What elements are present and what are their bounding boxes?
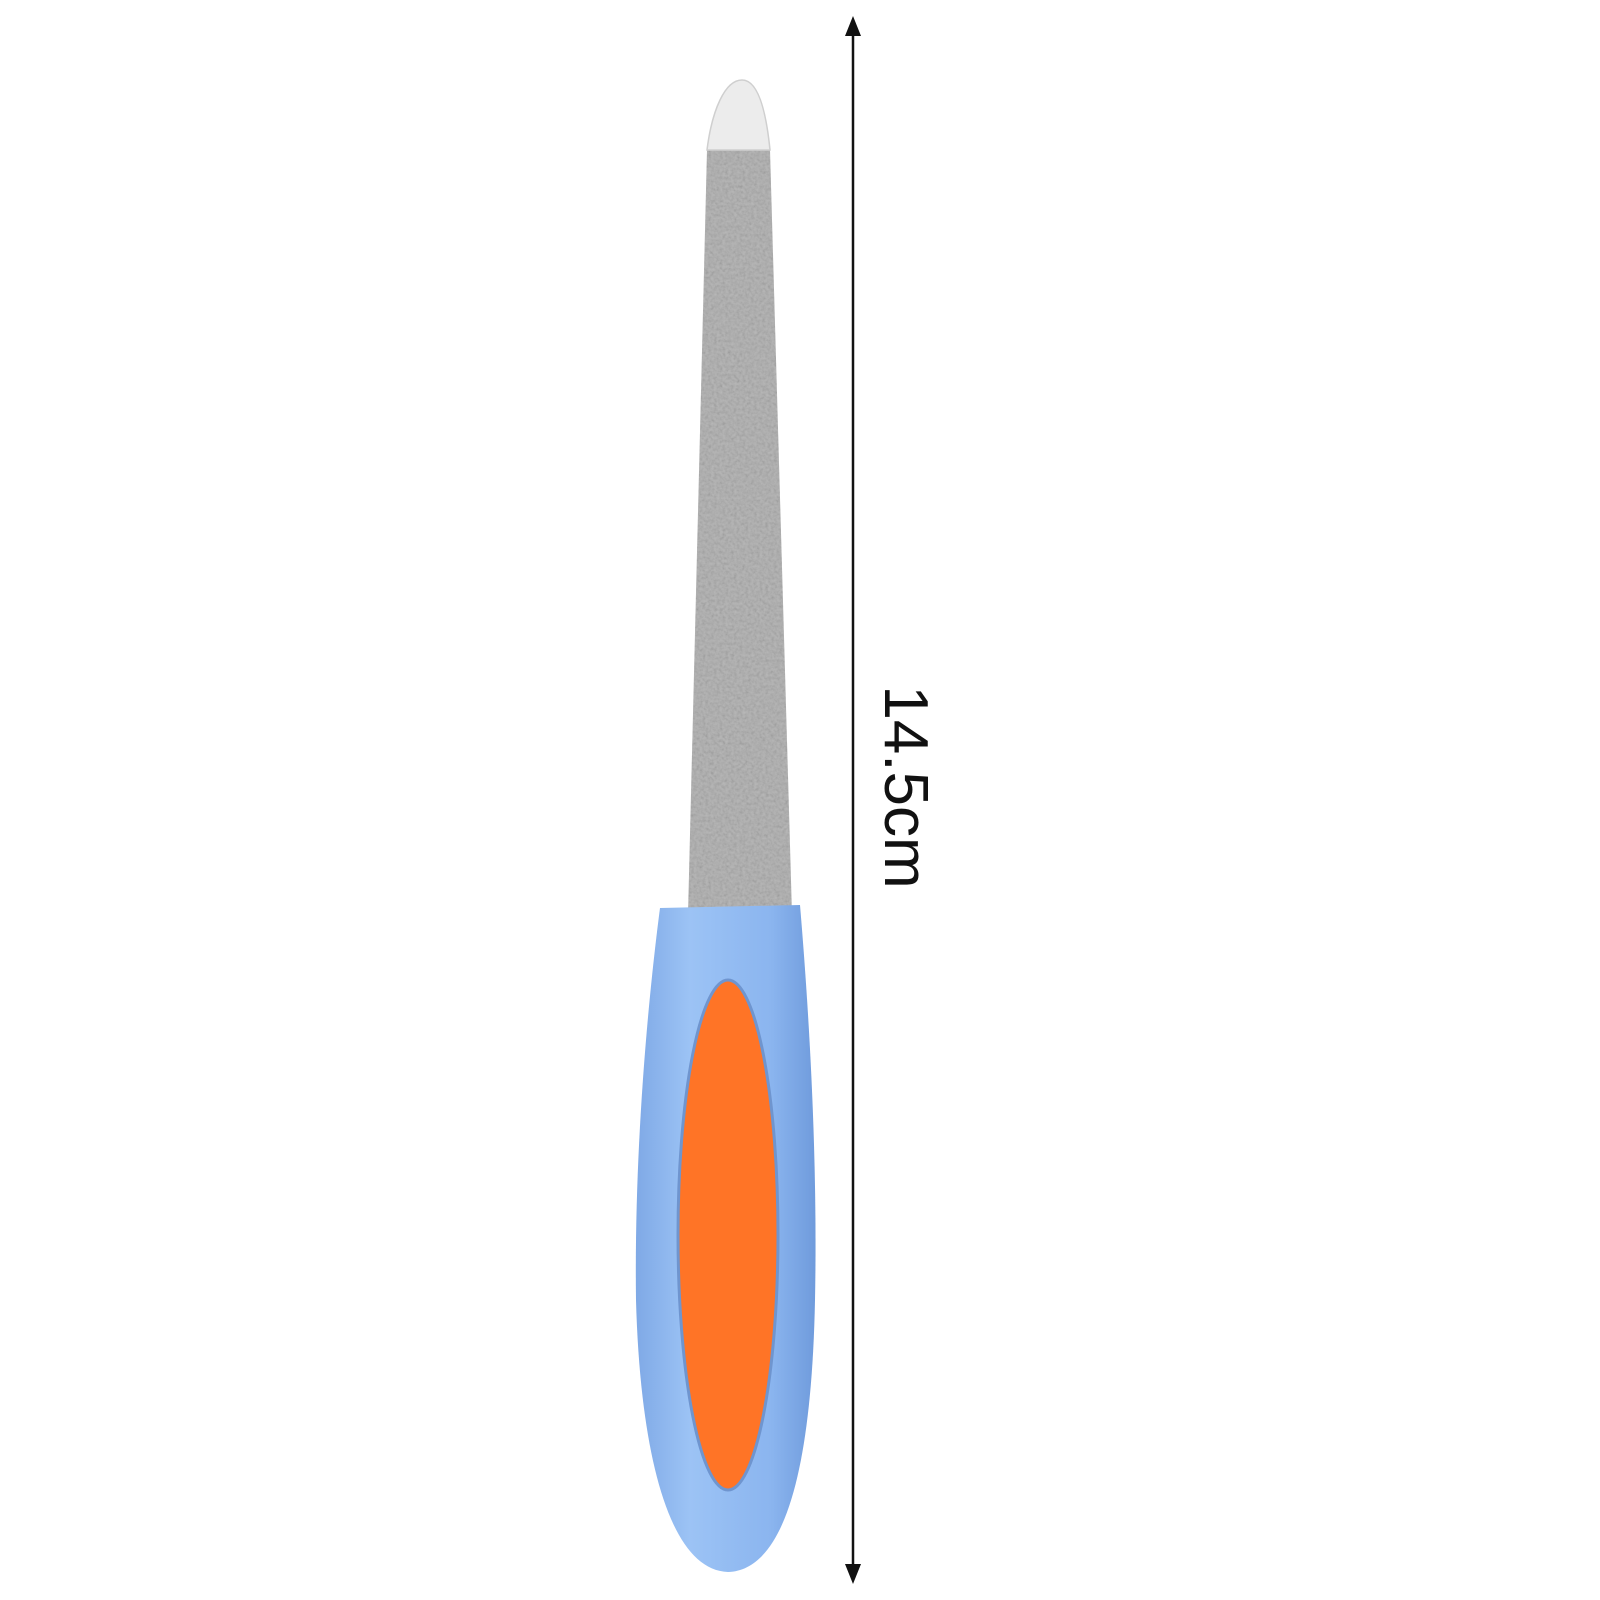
grip-insert [676,978,780,1492]
length-label: 14.5cm [871,685,940,888]
file-blade [688,150,792,915]
file-tip [706,79,771,151]
arrow-down-icon [845,1564,861,1584]
arrow-up-icon [845,16,861,36]
dimension-arrow [845,16,861,1584]
